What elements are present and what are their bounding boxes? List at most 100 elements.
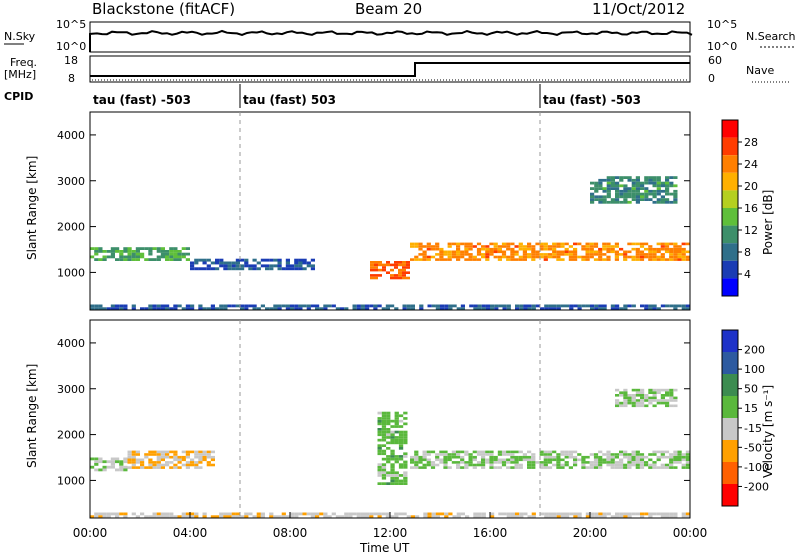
heatmap-cell [644, 181, 649, 185]
heatmap-cell [448, 512, 453, 516]
heatmap-cell [510, 512, 515, 516]
heatmap-cell [497, 245, 502, 248]
heatmap-cell [519, 307, 524, 311]
heatmap-cell [398, 274, 402, 277]
heatmap-cell [685, 463, 690, 467]
heatmap-cell [531, 458, 536, 462]
heatmap-cell [377, 466, 382, 469]
heatmap-cell [152, 515, 157, 519]
heatmap-cell [485, 255, 490, 259]
y-tick-label: 2000 [57, 429, 85, 442]
heatmap-cell [619, 176, 624, 179]
heatmap-cell [152, 466, 157, 469]
heatmap-cell [594, 189, 599, 193]
heatmap-cell [614, 461, 619, 464]
heatmap-cell [115, 247, 120, 250]
heatmap-cell [460, 466, 465, 469]
heatmap-cell [660, 396, 665, 400]
heatmap-cell [669, 455, 674, 459]
heatmap-cell [198, 258, 203, 262]
heatmap-cell [610, 307, 615, 311]
heatmap-cell [260, 258, 265, 262]
heatmap-cell [656, 450, 661, 454]
heatmap-cell [348, 515, 353, 519]
heatmap-cell [585, 247, 590, 251]
heatmap-cell [514, 245, 519, 248]
heatmap-cell [248, 267, 253, 271]
heatmap-cell [518, 242, 523, 246]
heatmap-cell [381, 438, 387, 442]
heatmap-cell [481, 453, 486, 456]
heatmap-cell [619, 461, 624, 464]
heatmap-cell [485, 247, 490, 251]
heatmap-cell [443, 463, 448, 467]
heatmap-cell [185, 512, 190, 516]
heatmap-cell [173, 258, 178, 261]
heatmap-cell [394, 474, 399, 477]
heatmap-cell [615, 176, 620, 179]
heatmap-cell [198, 458, 203, 462]
heatmap-cell [219, 304, 224, 308]
heatmap-cell [635, 258, 640, 261]
heatmap-cell [447, 250, 452, 254]
heatmap-cell [468, 455, 473, 459]
heatmap-cell [594, 195, 599, 199]
velocity-colorbar-label: Velocity [m s⁻¹] [761, 385, 775, 478]
heatmap-cell [140, 512, 145, 516]
heatmap-cell [394, 471, 399, 475]
colorbar-tick-label: 200 [744, 344, 765, 357]
heatmap-cell [169, 247, 174, 250]
heatmap-cell [394, 457, 399, 461]
heatmap-cell [590, 515, 595, 519]
heatmap-cell [403, 411, 408, 415]
heatmap-cell [390, 457, 395, 461]
heatmap-cell [419, 307, 424, 311]
heatmap-cell [382, 268, 386, 272]
heatmap-cell [685, 307, 690, 311]
heatmap-cell [90, 247, 95, 250]
heatmap-cell [265, 264, 270, 268]
nsky-tick-bottom: 10^0 [56, 40, 86, 53]
heatmap-cell [577, 242, 582, 246]
heatmap-cell [623, 184, 628, 188]
heatmap-cell [398, 433, 404, 437]
heatmap-cell [519, 515, 524, 519]
heatmap-cell [423, 515, 428, 519]
heatmap-cell [531, 258, 536, 261]
heatmap-cell [227, 512, 232, 516]
heatmap-cell [410, 307, 415, 311]
heatmap-cell [435, 515, 440, 519]
heatmap-cell [539, 253, 544, 256]
heatmap-cell [386, 447, 391, 450]
heatmap-cell [648, 181, 653, 185]
heatmap-cell [185, 455, 190, 459]
heatmap-cell [656, 198, 661, 201]
heatmap-cell [589, 255, 594, 259]
heatmap-cell [506, 453, 511, 456]
heatmap-cell [451, 455, 456, 459]
cpid-segment-label: tau (fast) 503 [243, 93, 336, 107]
heatmap-cell [527, 466, 532, 469]
heatmap-cell [403, 466, 408, 469]
heatmap-cell [202, 515, 207, 519]
heatmap-cell [202, 512, 207, 516]
heatmap-cell [681, 515, 686, 519]
heatmap-cell [673, 258, 678, 261]
heatmap-cell [448, 304, 453, 308]
heatmap-cell [398, 455, 404, 458]
heatmap-cell [510, 458, 515, 462]
heatmap-cell [598, 515, 603, 519]
heatmap-cell [426, 453, 431, 456]
heatmap-cell [623, 401, 628, 405]
heatmap-cell [490, 515, 495, 519]
heatmap-cell [131, 455, 136, 459]
heatmap-cell [390, 268, 394, 272]
heatmap-cell [469, 304, 474, 308]
colorbar-swatch [722, 374, 738, 396]
heatmap-cell [522, 453, 527, 456]
heatmap-cell [386, 436, 391, 439]
heatmap-cell [422, 255, 427, 259]
heatmap-cell [660, 253, 665, 256]
heatmap-cell [627, 394, 632, 397]
